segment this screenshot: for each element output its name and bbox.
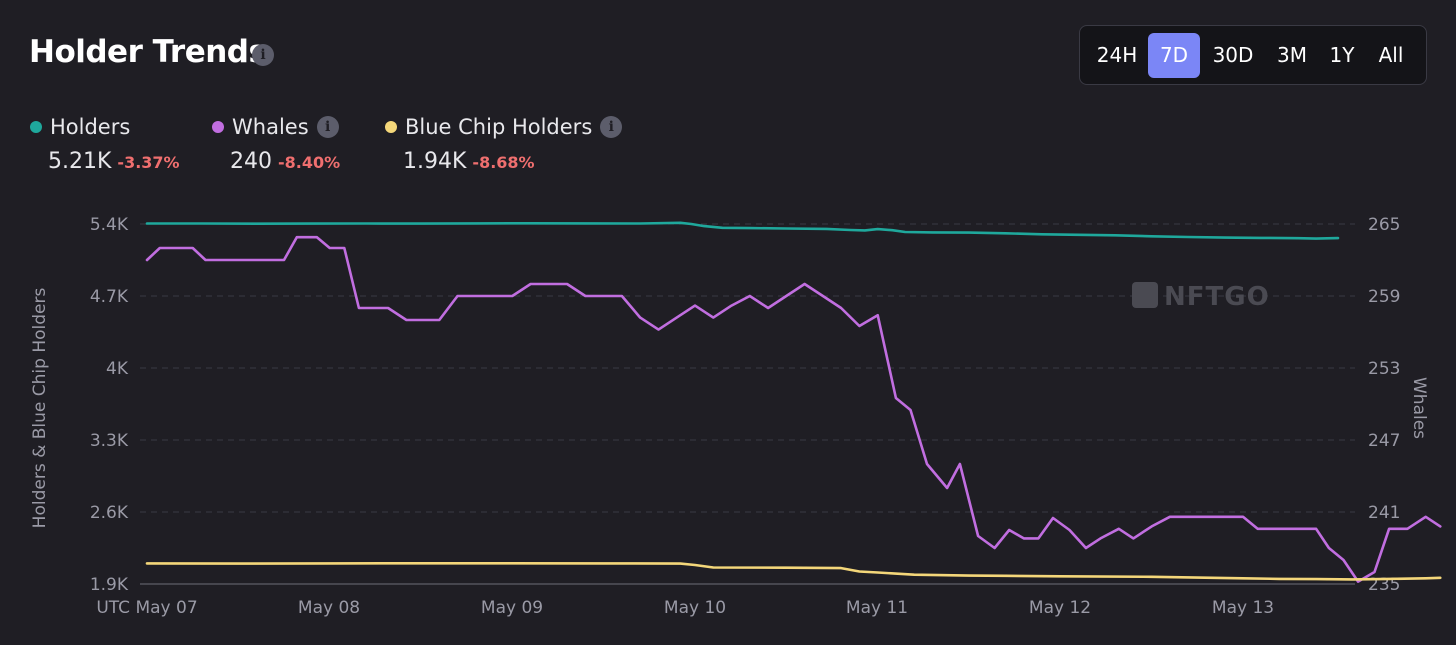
legend-item-whales[interactable]: Whales i 240 -8.40% xyxy=(212,113,340,174)
x-tick-label: UTC May 07 xyxy=(96,598,197,618)
y-left-tick-label: 1.9K xyxy=(90,575,129,595)
x-tick-label: May 09 xyxy=(481,598,543,618)
watermark-text: NFTGO xyxy=(1164,282,1270,312)
legend-dot xyxy=(385,121,397,133)
range-button-3m[interactable]: 3M xyxy=(1277,42,1307,67)
legend-name: Holders xyxy=(50,115,131,139)
y-right-tick-label: 247 xyxy=(1368,431,1400,451)
legend-dot xyxy=(212,121,224,133)
x-tick-label: May 08 xyxy=(298,598,360,618)
legend-value: 5.21K xyxy=(48,149,112,174)
y-left-tick-label: 5.4K xyxy=(90,215,129,235)
legend-change: -8.40% xyxy=(278,153,341,172)
legend-value: 240 xyxy=(230,149,272,174)
legend-item-holders[interactable]: Holders 5.21K -3.37% xyxy=(30,113,180,174)
range-button-7d[interactable]: 7D xyxy=(1148,32,1200,78)
x-tick-label: May 13 xyxy=(1212,598,1274,618)
watermark: NFTGO xyxy=(1132,282,1270,312)
legend-item-blue-chip-holders[interactable]: Blue Chip Holders i 1.94K -8.68% xyxy=(385,113,623,174)
info-icon[interactable]: i xyxy=(600,116,623,138)
legend-name: Blue Chip Holders xyxy=(405,115,593,139)
series-line-whales xyxy=(145,235,1442,583)
y-right-tick-label: 253 xyxy=(1368,359,1400,379)
y-left-tick-label: 2.6K xyxy=(90,503,129,523)
y-right-tick-label: 265 xyxy=(1368,215,1400,235)
range-button-all[interactable]: All xyxy=(1378,42,1404,67)
x-tick-label: May 10 xyxy=(664,598,726,618)
nftgo-logo-icon xyxy=(1132,282,1158,308)
series-line-holders xyxy=(145,221,1340,240)
y-left-axis-title: Holders & Blue Chip Holders xyxy=(30,288,50,529)
legend-dot xyxy=(30,121,42,133)
legend-name: Whales xyxy=(232,115,309,139)
info-icon[interactable]: i xyxy=(252,44,274,66)
y-right-tick-label: 241 xyxy=(1368,503,1400,523)
info-icon[interactable]: i xyxy=(316,116,339,138)
range-button-24h[interactable]: 24H xyxy=(1096,42,1138,67)
range-button-1y[interactable]: 1Y xyxy=(1329,42,1355,67)
page-title: Holder Trends xyxy=(29,34,267,70)
y-left-tick-label: 4.7K xyxy=(90,287,129,307)
range-button-30d[interactable]: 30D xyxy=(1212,42,1254,67)
legend-change: -3.37% xyxy=(117,153,180,172)
x-tick-label: May 11 xyxy=(846,598,908,618)
series-line-blue-chip-holders xyxy=(145,562,1442,581)
y-right-axis-title: Whales xyxy=(1409,377,1429,439)
legend-change: -8.68% xyxy=(472,153,535,172)
y-right-tick-label: 259 xyxy=(1368,287,1400,307)
legend-value: 1.94K xyxy=(403,149,467,174)
x-tick-label: May 12 xyxy=(1029,598,1091,618)
y-left-tick-label: 3.3K xyxy=(90,431,129,451)
y-left-tick-label: 4K xyxy=(106,359,129,379)
time-range-selector: 24H 7D 30D 3M 1Y All xyxy=(1079,25,1427,85)
